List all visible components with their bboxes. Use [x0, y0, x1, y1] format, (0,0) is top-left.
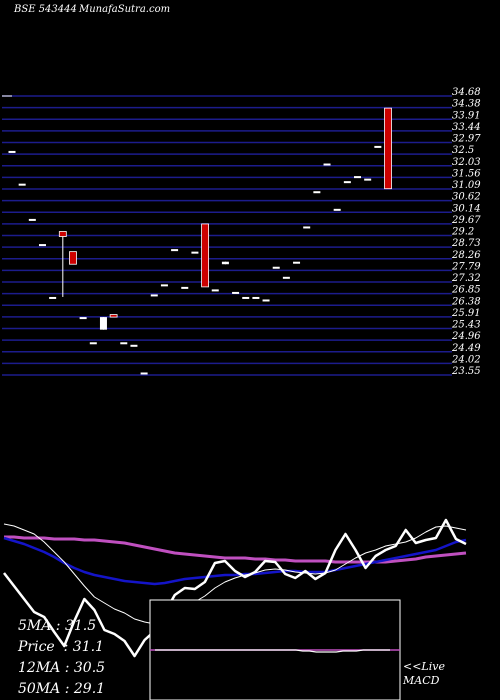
price-tick: 33.44 — [452, 122, 481, 133]
ma-mid-line — [3, 536, 467, 586]
price-tick: 26.38 — [451, 296, 481, 307]
price-tick: 28.26 — [451, 250, 481, 261]
candle-body — [120, 342, 128, 345]
price-tick: 27.79 — [451, 261, 481, 272]
candle-body — [343, 181, 351, 184]
price-tick: 24.02 — [451, 354, 481, 365]
candle-body — [181, 286, 189, 289]
price-tick: 33.91 — [452, 110, 481, 121]
stats-block: 5MA : 31.5 Price : 31.1 12MA : 30.5 50MA… — [18, 616, 105, 700]
macd-panel — [149, 599, 401, 700]
price-tick: 29.67 — [451, 215, 481, 226]
candle-body — [354, 176, 362, 179]
price-tick: 26.85 — [451, 285, 481, 296]
candle-body — [262, 299, 270, 302]
candle-body — [323, 163, 331, 166]
stat-12ma: 12MA : 30.5 — [18, 660, 106, 676]
candle-body — [221, 261, 229, 265]
candle-body — [109, 314, 118, 318]
price-tick: 23.55 — [451, 366, 481, 377]
candle-body — [303, 226, 311, 229]
candle-body — [89, 342, 97, 345]
candle-body — [28, 218, 36, 221]
candle-body — [49, 296, 57, 299]
price-grid — [2, 95, 452, 376]
ticker-label: BSE 543444 — [14, 4, 77, 15]
candle-body — [282, 276, 290, 279]
candle-body — [293, 261, 301, 264]
candles — [8, 107, 392, 375]
candle-body — [374, 145, 382, 148]
price-tick: 25.91 — [451, 308, 481, 319]
price-tick: 32.5 — [452, 145, 474, 156]
candle-body — [252, 296, 260, 299]
price-tick: 27.32 — [451, 273, 481, 284]
price-tick: 25.43 — [451, 320, 481, 331]
price-axis-ticks: 34.6834.3833.9133.4432.9732.532.0331.563… — [451, 87, 481, 377]
candle-body — [242, 296, 250, 299]
candle-body — [69, 251, 77, 265]
price-tick: 31.09 — [452, 180, 481, 191]
candle-body — [38, 244, 46, 247]
macd-label: <<Live MACD — [403, 660, 445, 687]
stat-50ma: 50MA : 29.1 — [18, 681, 106, 697]
macd-line — [155, 649, 390, 653]
candle-body — [130, 344, 138, 347]
candle-body — [79, 317, 87, 320]
candle-body — [313, 191, 321, 194]
candle-body — [171, 249, 179, 252]
candle-body — [201, 223, 209, 288]
price-tick: 29.2 — [451, 227, 474, 238]
stat-5ma: 5MA : 31.5 — [18, 618, 97, 634]
price-tick: 31.56 — [452, 168, 481, 179]
price-tick: 24.49 — [451, 343, 481, 354]
price-tick: 30.14 — [452, 203, 481, 214]
price-line — [3, 518, 467, 658]
price-tick: 32.97 — [452, 134, 481, 145]
price-tick: 30.62 — [452, 192, 481, 203]
price-tick: 28.73 — [451, 238, 481, 249]
price-tick: 34.38 — [452, 99, 481, 110]
price-tick: 34.68 — [452, 87, 481, 98]
price-tick: 32.03 — [452, 157, 481, 168]
candle-body — [150, 294, 158, 297]
candle-body — [58, 231, 67, 237]
candle-body — [140, 372, 148, 375]
candle-body — [232, 291, 240, 294]
ma-short-line — [3, 523, 467, 625]
candle-body — [191, 251, 199, 254]
ma-long-line — [4, 535, 467, 564]
candle-body — [384, 107, 392, 190]
site-label: MunafaSutra.com — [79, 4, 171, 15]
price-tick: 24.96 — [451, 331, 481, 342]
candle-body — [211, 289, 219, 292]
candle-body — [160, 284, 168, 287]
stat-price: Price : 31.1 — [18, 639, 104, 655]
candle-body — [8, 150, 16, 153]
indicator-panel — [3, 518, 467, 658]
candle-body — [272, 266, 280, 269]
candle-body — [333, 208, 341, 211]
candle-body — [99, 317, 107, 330]
candle-body — [18, 183, 26, 186]
candle-body — [364, 178, 372, 181]
